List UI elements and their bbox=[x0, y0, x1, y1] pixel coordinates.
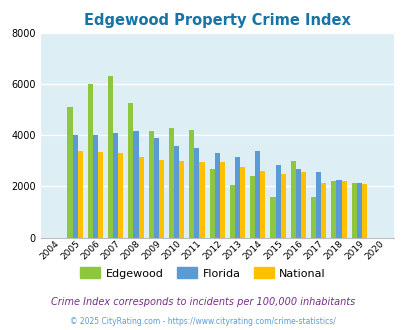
Bar bbox=[336, 180, 341, 238]
Bar bbox=[315, 172, 320, 238]
Bar bbox=[356, 182, 361, 238]
Bar bbox=[113, 133, 118, 238]
Bar bbox=[133, 131, 138, 238]
Bar bbox=[179, 161, 184, 238]
Bar bbox=[290, 161, 295, 238]
Bar bbox=[300, 172, 305, 238]
Bar bbox=[361, 184, 366, 238]
Bar bbox=[77, 150, 83, 238]
Bar bbox=[174, 146, 179, 238]
Bar bbox=[260, 171, 265, 238]
Bar bbox=[214, 153, 219, 238]
Bar bbox=[93, 135, 98, 238]
Bar bbox=[219, 162, 224, 238]
Bar bbox=[341, 181, 346, 238]
Text: Crime Index corresponds to incidents per 100,000 inhabitants: Crime Index corresponds to incidents per… bbox=[51, 297, 354, 307]
Bar bbox=[148, 131, 153, 238]
Bar bbox=[158, 160, 164, 238]
Bar bbox=[330, 181, 336, 238]
Bar bbox=[72, 135, 77, 238]
Bar bbox=[194, 148, 199, 238]
Bar bbox=[270, 197, 275, 238]
Bar bbox=[118, 153, 123, 238]
Legend: Edgewood, Florida, National: Edgewood, Florida, National bbox=[75, 263, 330, 283]
Bar bbox=[87, 84, 93, 238]
Bar bbox=[275, 165, 280, 238]
Bar bbox=[255, 150, 260, 238]
Bar bbox=[189, 130, 194, 238]
Bar bbox=[153, 138, 158, 238]
Bar bbox=[98, 152, 103, 238]
Text: © 2025 CityRating.com - https://www.cityrating.com/crime-statistics/: © 2025 CityRating.com - https://www.city… bbox=[70, 317, 335, 326]
Bar bbox=[234, 157, 239, 238]
Bar bbox=[108, 77, 113, 238]
Bar bbox=[351, 182, 356, 238]
Bar bbox=[280, 174, 285, 238]
Bar bbox=[138, 157, 143, 238]
Bar bbox=[295, 169, 300, 238]
Bar bbox=[199, 162, 204, 238]
Bar bbox=[168, 128, 174, 238]
Bar bbox=[67, 107, 72, 238]
Bar bbox=[239, 167, 245, 238]
Bar bbox=[249, 176, 255, 238]
Bar bbox=[209, 169, 214, 238]
Title: Edgewood Property Crime Index: Edgewood Property Crime Index bbox=[83, 13, 350, 28]
Bar bbox=[229, 185, 234, 238]
Bar bbox=[128, 103, 133, 238]
Bar bbox=[310, 197, 315, 238]
Bar bbox=[320, 182, 326, 238]
